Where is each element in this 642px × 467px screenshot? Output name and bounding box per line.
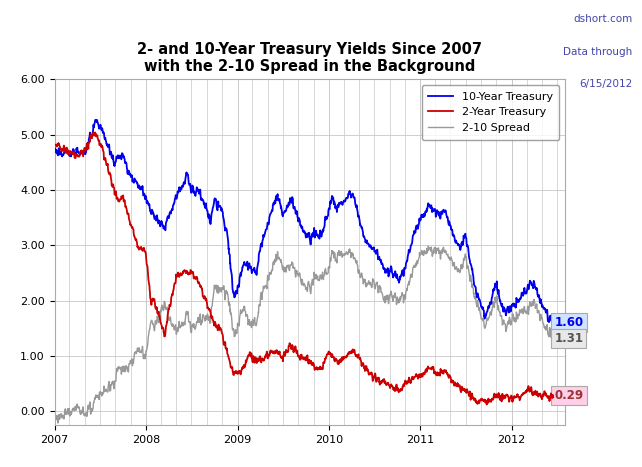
Text: 6/15/2012: 6/15/2012 xyxy=(579,79,632,89)
Text: Data through: Data through xyxy=(563,47,632,57)
Title: 2- and 10-Year Treasury Yields Since 2007
with the 2-10 Spread in the Background: 2- and 10-Year Treasury Yields Since 200… xyxy=(137,42,482,74)
Text: 1.31: 1.31 xyxy=(555,332,584,345)
Line: 10-Year Treasury: 10-Year Treasury xyxy=(55,120,553,325)
Text: 0.29: 0.29 xyxy=(555,389,584,402)
Text: 1.60: 1.60 xyxy=(555,316,584,329)
Legend: 10-Year Treasury, 2-Year Treasury, 2-10 Spread: 10-Year Treasury, 2-Year Treasury, 2-10 … xyxy=(422,85,559,140)
Text: dshort.com: dshort.com xyxy=(573,14,632,24)
Line: 2-Year Treasury: 2-Year Treasury xyxy=(55,133,553,404)
Line: 2-10 Spread: 2-10 Spread xyxy=(55,246,553,423)
